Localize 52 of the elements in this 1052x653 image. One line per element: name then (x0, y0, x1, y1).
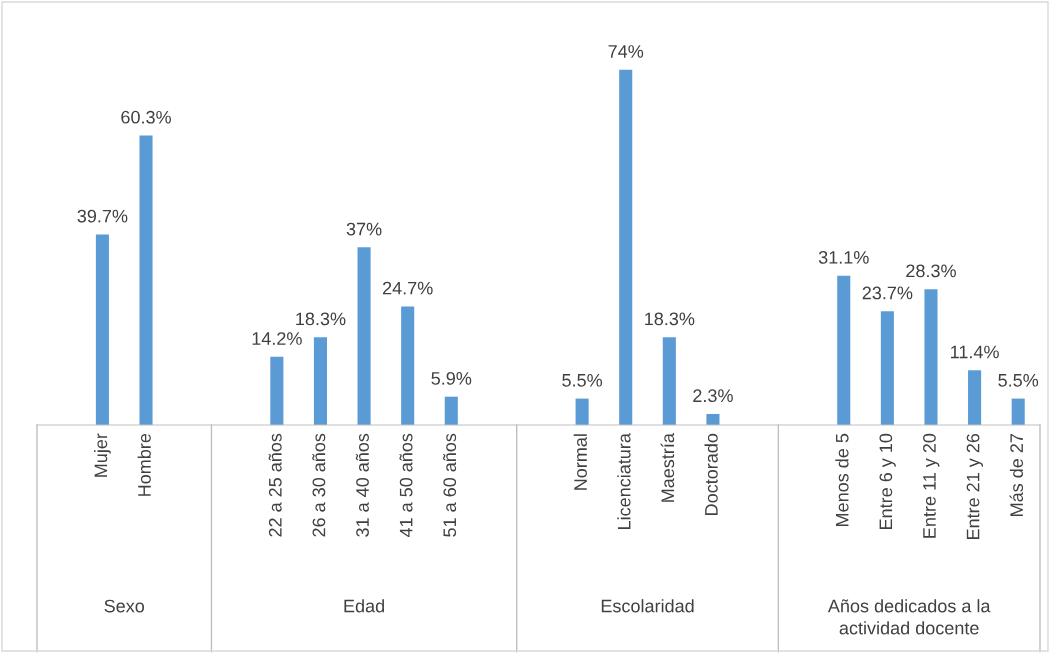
data-label: 14.2% (252, 332, 302, 345)
bar (662, 337, 676, 425)
x-tick-label: Hombre (137, 433, 151, 496)
bar (924, 289, 938, 425)
data-label: 11.4% (951, 345, 999, 359)
bar (357, 247, 371, 425)
data-label: 60.3% (121, 110, 171, 124)
x-tick-label: 31 a 40 años (355, 433, 369, 537)
data-label: 18.3% (645, 312, 695, 326)
text: Edad (344, 599, 384, 613)
x-tick-label: Licenciatura (617, 433, 631, 529)
x-tick-label: Entre 21 y 26 (966, 433, 983, 540)
x-tick-label: Maestría (660, 433, 675, 502)
bar (619, 69, 633, 425)
data-label: 5.9% (431, 371, 472, 385)
data-label: 2.3% (693, 389, 733, 403)
text: Sexo (104, 599, 145, 613)
bar (95, 234, 109, 425)
data-label: 24.7% (382, 281, 433, 295)
bar (837, 275, 851, 425)
data-label: 37% (346, 222, 382, 236)
x-tick-label: 22 a 25 años (268, 433, 282, 537)
x-tick-label: Doctorado (704, 433, 718, 515)
x-tick-label: Más de 27 (1009, 434, 1024, 516)
bar (706, 413, 720, 425)
bar (139, 135, 153, 425)
x-tick-label: Menos de 5 (835, 433, 849, 526)
x-tick-label: 51 a 60 años (443, 433, 457, 537)
bar (968, 370, 982, 425)
x-tick-label: Normal (573, 434, 587, 490)
data-label: 5.5% (562, 373, 603, 387)
bar (1011, 398, 1025, 425)
data-label: 28.3% (906, 264, 956, 278)
x-tick-label: Entre 11 y 20 (923, 433, 940, 538)
data-label: 23.7% (862, 286, 913, 300)
data-label: 5.5% (998, 373, 1039, 387)
bar (313, 337, 327, 425)
bar (575, 398, 589, 425)
bar (401, 306, 415, 425)
x-tick-label: Mujer (94, 433, 111, 477)
x-tick-label: Entre 6 y 10 (879, 433, 896, 529)
text: Escolaridad (601, 599, 694, 613)
text: Años dedicados a la actividad docente (827, 599, 991, 635)
x-tick-label: 26 a 30 años (312, 433, 326, 537)
data-label: 39.7% (77, 209, 128, 223)
data-label: 18.3% (296, 312, 346, 326)
bar (880, 311, 894, 425)
data-label: 31.1% (818, 251, 869, 264)
bar (444, 396, 458, 425)
bar (270, 356, 284, 425)
data-label: 74% (608, 45, 644, 58)
x-tick-label: 41 a 50 años (399, 433, 413, 538)
